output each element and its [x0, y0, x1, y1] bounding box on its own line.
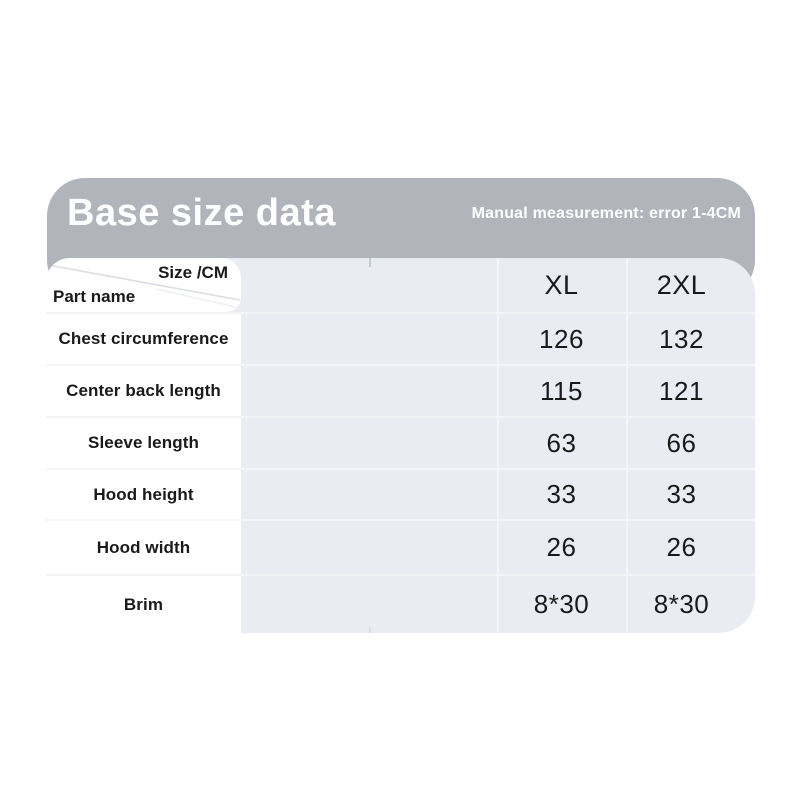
- measurement-note: Manual measurement: error 1-4CM: [471, 205, 741, 222]
- cell-xl: 115: [540, 375, 583, 406]
- row-label: Hood width: [96, 537, 191, 557]
- cell-xl: 63: [546, 427, 577, 458]
- row-label: Sleeve length: [88, 433, 199, 452]
- table-rows: XL 2XL Chest circumference 126 132 Cente…: [46, 258, 755, 633]
- cell-xl: 26: [546, 532, 577, 562]
- corner-size-label: Size /CM: [158, 263, 228, 282]
- column-tick-bottom: [369, 627, 371, 633]
- diagonal-divider: [47, 264, 241, 309]
- row-label: Brim: [123, 594, 164, 614]
- corner-part-label: Part name: [53, 287, 136, 306]
- column-divider: [497, 258, 499, 633]
- table-row: Center back length 115 121: [46, 364, 755, 416]
- chart-title: Base size data: [67, 192, 336, 234]
- cell-2xl: 8*30: [653, 589, 710, 619]
- cell-2xl: 121: [659, 375, 704, 406]
- row-label: Hood height: [93, 484, 194, 504]
- cell-xl: 8*30: [533, 589, 590, 619]
- table-row: Hood height 33 33: [46, 468, 755, 519]
- table-corner-cell: Size /CM Part name: [46, 258, 241, 312]
- size-table: XL 2XL Chest circumference 126 132 Cente…: [46, 258, 755, 633]
- cell-2xl: 132: [659, 323, 704, 354]
- table-row: Chest circumference 126 132: [46, 312, 755, 364]
- size-column-2xl: 2XL: [656, 269, 707, 300]
- row-label: Center back length: [66, 381, 221, 400]
- size-column-xl: XL: [544, 269, 579, 300]
- cell-xl: 126: [539, 323, 584, 354]
- row-label: Chest circumference: [58, 329, 229, 348]
- table-row: Brim 8*30 8*30: [46, 574, 755, 633]
- cell-xl: 33: [546, 479, 577, 509]
- table-row: Hood width 26 26: [46, 519, 755, 574]
- column-divider: [626, 258, 628, 633]
- cell-2xl: 66: [666, 427, 697, 458]
- cell-2xl: 33: [666, 479, 697, 509]
- cell-2xl: 26: [666, 532, 697, 562]
- size-header-row: XL 2XL: [46, 258, 755, 312]
- column-tick-top: [369, 258, 371, 267]
- table-row: Sleeve length 63 66: [46, 416, 755, 468]
